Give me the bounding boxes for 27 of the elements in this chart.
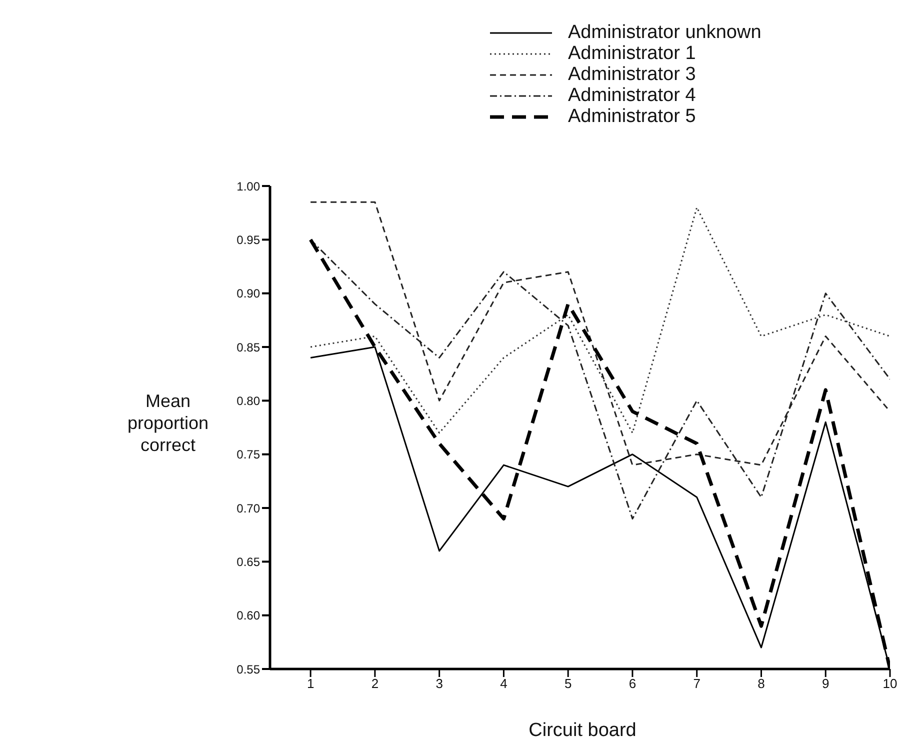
y-tick-label: 0.80 (236, 394, 260, 408)
y-tick-label: 0.65 (236, 554, 260, 569)
legend-label: Administrator 4 (568, 84, 696, 106)
y-tick-label: 1.00 (236, 179, 260, 194)
y-axis-title: Mean proportion correct (126, 390, 210, 456)
y-tick-label: 0.90 (236, 286, 260, 301)
y-tick-label: 0.55 (236, 662, 260, 676)
x-tick-label: 10 (882, 676, 898, 692)
x-tick-label: 7 (693, 676, 700, 692)
x-tick-label: 3 (436, 676, 443, 692)
x-tick-label: 4 (500, 676, 508, 692)
y-tick-label: 0.85 (236, 340, 260, 354)
legend-label: Administrator 3 (568, 64, 696, 86)
x-axis-title: Circuit board (528, 720, 638, 742)
x-tick-label: 6 (628, 676, 636, 692)
y-tick-label: 0.75 (236, 448, 260, 462)
y-tick-label: 0.60 (236, 608, 260, 623)
x-tick-label: 8 (758, 676, 765, 692)
x-tick-label: 1 (306, 676, 314, 692)
x-tick-label: 9 (822, 676, 830, 692)
legend-label: Administrator 5 (568, 106, 696, 128)
legend-label: Administrator unknown (568, 22, 762, 44)
y-tick-label: 0.95 (236, 232, 260, 247)
x-tick-label: 2 (371, 676, 379, 692)
y-tick-label: 0.70 (236, 501, 260, 516)
legend-label: Administrator 1 (568, 42, 696, 64)
x-tick-label: 5 (564, 676, 572, 692)
